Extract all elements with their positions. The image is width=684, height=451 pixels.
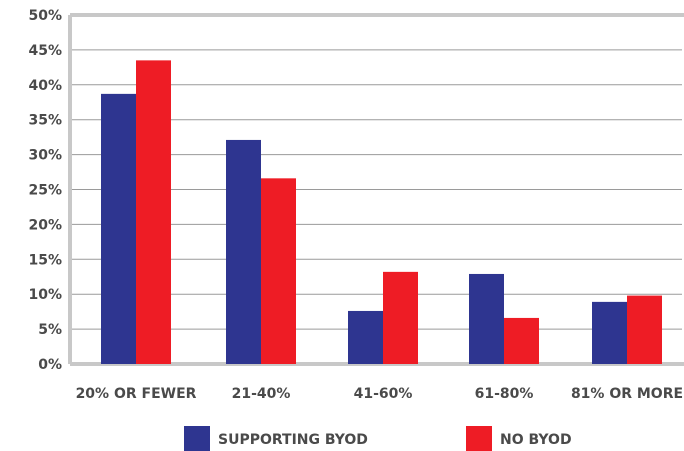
bar-no-byod xyxy=(136,60,171,365)
y-tick-label: 25% xyxy=(28,183,62,199)
bars xyxy=(101,60,662,365)
bar-no-byod xyxy=(261,178,296,364)
y-tick-label: 30% xyxy=(28,148,62,164)
y-tick-label: 5% xyxy=(38,322,62,338)
x-tick-label: 81% OR MORE xyxy=(571,386,683,402)
y-tick-label: 10% xyxy=(28,287,62,303)
y-axis-ticks: 0% 5% 10% 15% 20% 25% 30% 35% 40% 45% 50% xyxy=(28,8,62,373)
x-tick-label: 41-60% xyxy=(354,386,413,402)
bar-supporting-byod xyxy=(101,93,136,365)
x-tick-label: 61-80% xyxy=(475,386,534,402)
legend-label: NO BYOD xyxy=(500,432,572,448)
bar-no-byod xyxy=(627,295,662,364)
bar-supporting-byod xyxy=(469,273,504,364)
legend-swatch xyxy=(184,426,210,451)
bar-supporting-byod xyxy=(592,301,627,364)
legend: SUPPORTING BYOD NO BYOD xyxy=(184,426,572,451)
y-tick-label: 40% xyxy=(28,78,62,94)
y-tick-label: 15% xyxy=(28,252,62,268)
y-tick-label: 0% xyxy=(38,357,62,373)
y-tick-label: 45% xyxy=(28,43,62,59)
y-tick-label: 20% xyxy=(28,217,62,233)
bar-no-byod xyxy=(504,317,539,364)
x-tick-label: 21-40% xyxy=(232,386,291,402)
bar-no-byod xyxy=(383,271,418,364)
bar-supporting-byod xyxy=(226,139,261,364)
x-axis-ticks: 20% OR FEWER 21-40% 41-60% 61-80% 81% OR MOR… xyxy=(76,386,683,402)
y-tick-label: 35% xyxy=(28,113,62,129)
y-tick-label: 50% xyxy=(28,8,62,24)
bar-supporting-byod xyxy=(348,310,383,364)
legend-label: SUPPORTING BYOD xyxy=(218,432,368,448)
legend-swatch xyxy=(466,426,492,451)
x-tick-label: 20% OR FEWER xyxy=(76,386,197,402)
